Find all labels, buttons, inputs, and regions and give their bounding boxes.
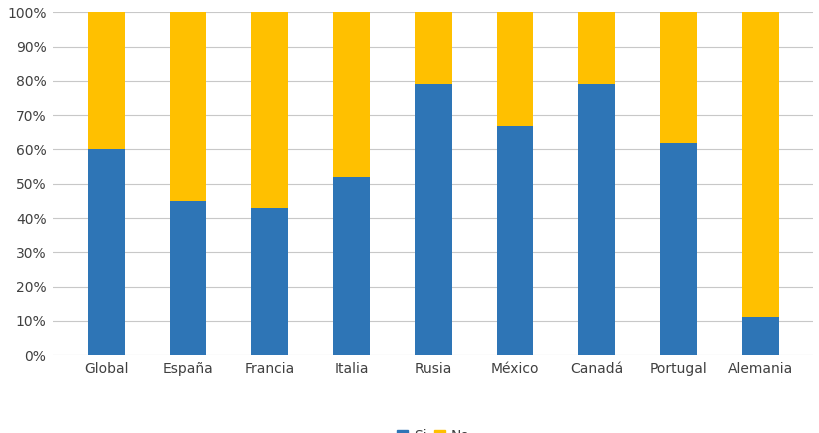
Bar: [251, 208, 287, 355]
Bar: [333, 13, 369, 177]
Bar: [414, 13, 451, 84]
Bar: [251, 13, 287, 208]
Bar: [170, 201, 206, 355]
Bar: [170, 13, 206, 201]
Legend: Si, No: Si, No: [391, 423, 474, 433]
Bar: [659, 142, 696, 355]
Bar: [659, 13, 696, 142]
Bar: [496, 126, 532, 355]
Bar: [577, 84, 614, 355]
Bar: [577, 13, 614, 84]
Bar: [741, 317, 777, 355]
Bar: [88, 149, 124, 355]
Bar: [496, 13, 532, 126]
Bar: [414, 84, 451, 355]
Bar: [88, 13, 124, 149]
Bar: [333, 177, 369, 355]
Bar: [741, 13, 777, 317]
